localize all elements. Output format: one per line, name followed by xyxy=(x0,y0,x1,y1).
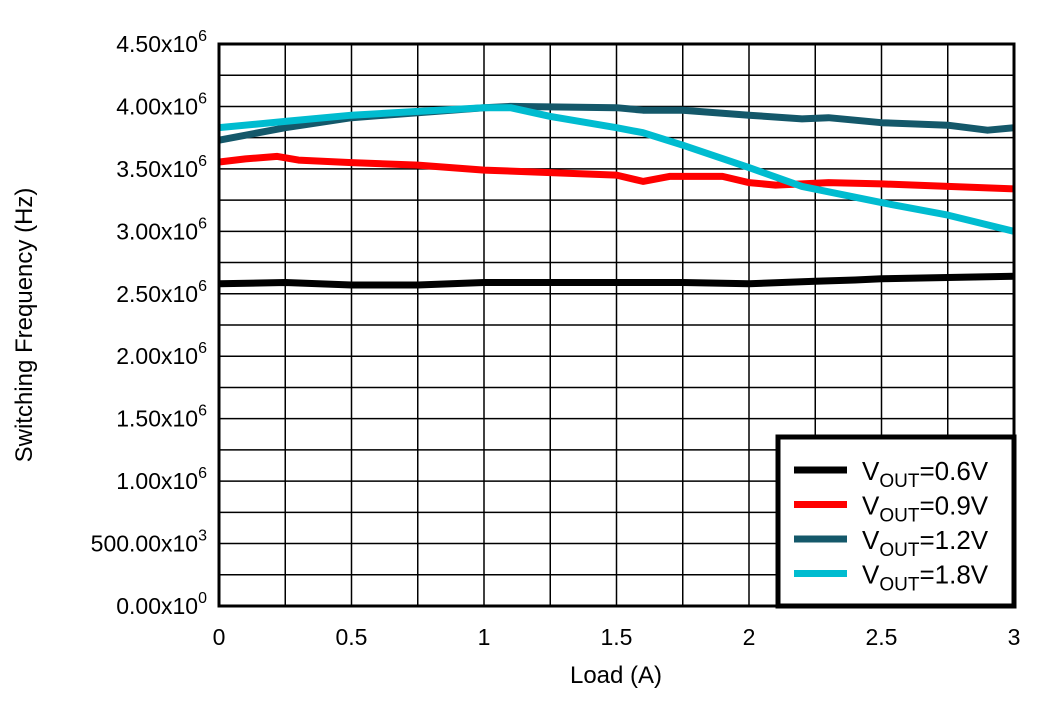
series-line xyxy=(219,152,1014,193)
y-tick-exponent: 6 xyxy=(198,403,207,420)
y-tick-exponent: 6 xyxy=(198,340,207,357)
y-axis-label: Switching Frequency (Hz) xyxy=(11,188,38,463)
y-tick-mantissa: 3.00x10 xyxy=(116,218,198,244)
x-tick-labels: 0 0.5 1 1.5 2 2.5 3 xyxy=(213,624,1021,650)
y-tick-mantissa: 500.00x10 xyxy=(91,531,198,557)
y-tick-exponent: 6 xyxy=(198,153,207,170)
x-tick-label: 2 xyxy=(743,624,756,650)
series-lines xyxy=(219,102,1014,289)
x-tick-label: 1 xyxy=(478,624,491,650)
y-tick-exponent: 3 xyxy=(198,528,207,545)
y-tick-mantissa: 3.50x10 xyxy=(116,156,198,182)
y-tick-label: 3.50x106 xyxy=(116,153,207,182)
y-tick-label: 4.50x106 xyxy=(116,28,207,57)
y-tick-exponent: 6 xyxy=(198,215,207,232)
y-tick-mantissa: 2.50x10 xyxy=(116,281,198,307)
x-tick-label: 0 xyxy=(213,624,226,650)
y-tick-mantissa: 2.00x10 xyxy=(116,343,198,369)
x-tick-label: 3 xyxy=(1008,624,1021,650)
y-tick-label: 1.50x106 xyxy=(116,403,207,432)
y-tick-label: 4.00x106 xyxy=(116,90,207,119)
y-tick-exponent: 6 xyxy=(198,465,207,482)
x-tick-label: 1.5 xyxy=(601,624,633,650)
series-line xyxy=(219,104,1014,235)
y-tick-label: 500.00x103 xyxy=(91,528,207,557)
legend-label: VOUT=1.8V xyxy=(862,560,989,596)
y-tick-exponent: 0 xyxy=(198,590,207,607)
y-tick-label: 3.00x106 xyxy=(116,215,207,244)
legend-box xyxy=(775,434,1017,609)
legend-label: VOUT=0.9V xyxy=(862,491,989,527)
y-tick-exponent: 6 xyxy=(198,278,207,295)
y-tick-label: 2.00x106 xyxy=(116,340,207,369)
y-tick-mantissa: 4.00x10 xyxy=(116,93,198,119)
x-tick-label: 0.5 xyxy=(336,624,368,650)
y-tick-mantissa: 1.00x10 xyxy=(116,468,198,494)
y-tick-mantissa: 1.50x10 xyxy=(116,406,198,432)
x-tick-label: 2.5 xyxy=(866,624,898,650)
legend-label: VOUT=0.6V xyxy=(862,456,989,492)
y-tick-label: 0.00x100 xyxy=(116,590,207,619)
legend-label: VOUT=1.2V xyxy=(862,525,989,561)
y-tick-labels: 0.00x100500.00x1031.00x1061.50x1062.00x1… xyxy=(91,28,207,619)
series-line xyxy=(219,272,1014,289)
y-tick-mantissa: 4.50x10 xyxy=(116,31,198,57)
y-tick-label: 2.50x106 xyxy=(116,278,207,307)
y-tick-exponent: 6 xyxy=(198,28,207,45)
x-axis-label: Load (A) xyxy=(570,662,662,689)
y-tick-exponent: 6 xyxy=(198,90,207,107)
y-tick-mantissa: 0.00x10 xyxy=(116,593,198,619)
y-tick-label: 1.00x106 xyxy=(116,465,207,494)
plot-frame xyxy=(217,42,1016,608)
